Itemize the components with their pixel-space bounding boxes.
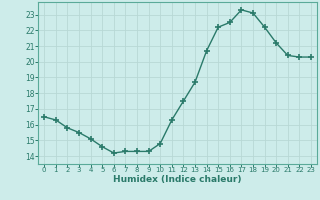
X-axis label: Humidex (Indice chaleur): Humidex (Indice chaleur)	[113, 175, 242, 184]
